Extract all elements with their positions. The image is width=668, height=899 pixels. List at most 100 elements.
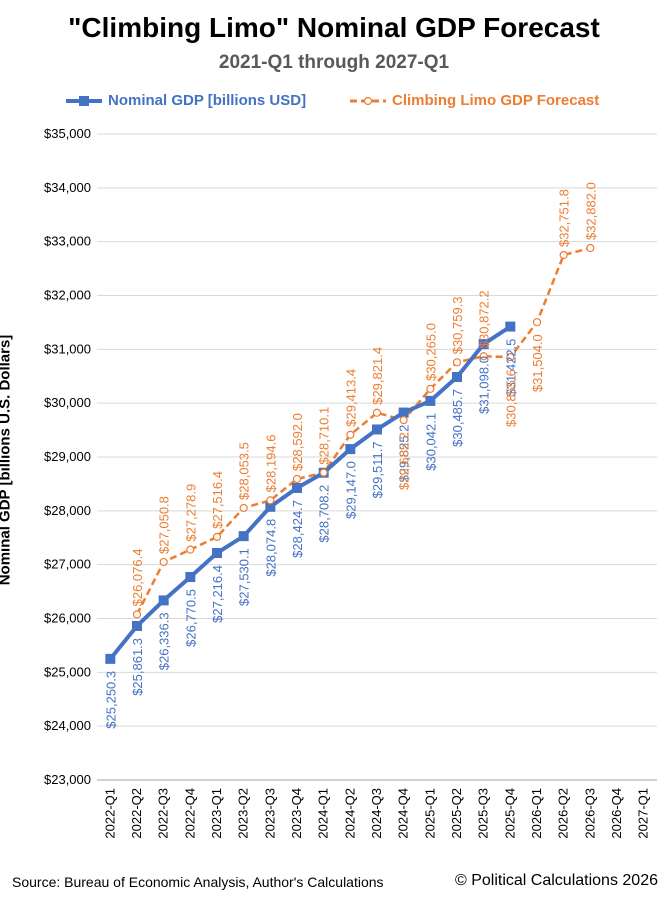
legend-item-forecast: Climbing Limo GDP Forecast	[348, 92, 599, 109]
y-tick-label: $26,000	[44, 611, 91, 626]
y-tick-label: $29,000	[44, 449, 91, 464]
forecast-data-label: $32,751.8	[557, 189, 572, 247]
nominal-gdp-data-label: $30,042.1	[423, 413, 438, 471]
nominal-gdp-data-label: $30,485.7	[450, 389, 465, 447]
nominal-gdp-data-label: $29,825.2	[397, 425, 412, 483]
y-tick-label: $25,000	[44, 664, 91, 679]
x-tick-label: 2023-Q4	[289, 788, 304, 839]
nominal-gdp-point	[505, 321, 516, 332]
nominal-gdp-data-label: $28,708.2	[317, 485, 332, 543]
nominal-gdp-point	[292, 482, 302, 493]
x-tick-label: 2023-Q1	[209, 788, 224, 839]
y-tick-label: $30,000	[44, 395, 91, 410]
x-tick-label: 2024-Q2	[342, 788, 357, 839]
forecast-data-label: $28,710.1	[317, 407, 332, 465]
x-tick-label: 2023-Q2	[236, 788, 251, 839]
forecast-data-label: $29,821.4	[370, 347, 385, 405]
x-tick-label: 2026-Q1	[529, 788, 544, 839]
nominal-gdp-line	[108, 324, 512, 661]
nominal-gdp-data-label: $27,530.1	[237, 548, 252, 606]
nominal-gdp-point	[398, 407, 409, 418]
x-tick-label: 2022-Q2	[129, 788, 144, 839]
forecast-point	[559, 250, 568, 260]
forecast-data-label: $27,050.8	[157, 496, 172, 554]
nominal-gdp-data-label: $26,336.3	[157, 612, 172, 670]
forecast-line	[135, 246, 591, 615]
forecast-point	[506, 353, 515, 362]
forecast-point	[426, 384, 435, 394]
forecast-data-label: $30,872.2	[477, 290, 492, 348]
nominal-gdp-data-label: $25,861.3	[130, 638, 145, 696]
nominal-gdp-point	[132, 620, 142, 631]
x-tick-label: 2025-Q1	[422, 788, 437, 839]
nominal-gdp-data-label: $26,770.5	[183, 589, 198, 647]
nominal-gdp-point	[478, 339, 489, 350]
forecast-data-label: $30,855.6	[503, 369, 518, 427]
forecast-data-label: $29,413.4	[343, 369, 358, 427]
forecast-data-label: $32,882.0	[583, 182, 598, 240]
forecast-point	[479, 352, 488, 361]
nominal-gdp-point	[425, 395, 436, 406]
forecast-data-label: $27,278.9	[183, 484, 198, 542]
forecast-data-label: $31,504.0	[530, 334, 545, 392]
legend-marker-forecast	[350, 96, 386, 105]
legend-marker-nominal-gdp	[66, 95, 102, 106]
forecast-point	[346, 430, 355, 439]
forecast-point	[292, 474, 302, 484]
nominal-gdp-point	[238, 531, 249, 542]
nominal-gdp-point	[185, 572, 196, 583]
chart-legend: Nominal GDP [billions USD] Climbing Limo…	[0, 92, 668, 116]
forecast-point	[452, 358, 462, 367]
source-note: Source: Bureau of Economic Analysis, Aut…	[12, 874, 384, 890]
forecast-point	[186, 545, 195, 554]
forecast-data-label: $28,053.5	[237, 442, 252, 500]
x-tick-label: 2024-Q3	[369, 788, 384, 839]
nominal-gdp-data-label: $28,074.8	[263, 519, 278, 577]
y-tick-label: $24,000	[44, 718, 91, 733]
forecast-point	[239, 503, 248, 513]
forecast-point	[266, 496, 275, 505]
nominal-gdp-point	[452, 372, 462, 383]
nominal-gdp-point	[372, 424, 382, 435]
x-tick-label: 2025-Q2	[449, 788, 464, 839]
x-tick-label: 2026-Q3	[582, 788, 597, 839]
y-tick-label: $27,000	[44, 557, 91, 572]
forecast-data-label: $30,759.3	[450, 296, 465, 354]
forecast-point	[399, 416, 408, 425]
y-tick-label: $31,000	[44, 341, 91, 356]
x-tick-label: 2022-Q1	[102, 788, 117, 839]
nominal-gdp-data-label: $31,098.0	[477, 356, 492, 414]
forecast-point	[319, 468, 328, 477]
forecast-point	[586, 243, 595, 253]
x-tick-label: 2024-Q4	[396, 788, 411, 839]
forecast-data-label: $27,516.4	[210, 471, 225, 529]
y-tick-label: $34,000	[44, 180, 91, 195]
x-tick-label: 2022-Q4	[182, 788, 197, 839]
nominal-gdp-data-label: $29,147.0	[343, 461, 358, 519]
y-tick-label: $28,000	[44, 503, 91, 518]
chart-subtitle: 2021-Q1 through 2027-Q1	[218, 52, 450, 73]
y-tick-label: $23,000	[44, 772, 91, 787]
x-tick-label: 2026-Q2	[556, 788, 571, 839]
nominal-gdp-point	[265, 501, 276, 512]
y-tick-label: $35,000	[44, 126, 91, 141]
x-tick-label: 2027-Q1	[636, 788, 651, 839]
x-tick-label: 2026-Q4	[609, 788, 624, 839]
forecast-point	[132, 610, 142, 619]
copyright-note: © Political Calculations 2026	[454, 872, 658, 889]
y-tick-label: $32,000	[44, 288, 91, 303]
forecast-data-label: $29,685.2	[397, 432, 412, 490]
nominal-gdp-data-label: $27,216.4	[210, 565, 225, 623]
forecast-point	[372, 408, 382, 417]
chart-title: "Climbing Limo" Nominal GDP Forecast	[68, 12, 600, 43]
forecast-data-label: $30,265.0	[423, 323, 438, 381]
forecast-data-label: $28,194.6	[263, 435, 278, 493]
forecast-point	[212, 532, 222, 541]
nominal-gdp-point	[105, 653, 116, 664]
legend-item-nominal-gdp: Nominal GDP [billions USD]	[64, 92, 306, 109]
nominal-gdp-data-label: $28,424.7	[290, 500, 305, 558]
legend-label-forecast: Climbing Limo GDP Forecast	[392, 92, 600, 109]
nominal-gdp-point	[158, 595, 169, 606]
forecast-data-label: $26,076.4	[130, 549, 145, 607]
